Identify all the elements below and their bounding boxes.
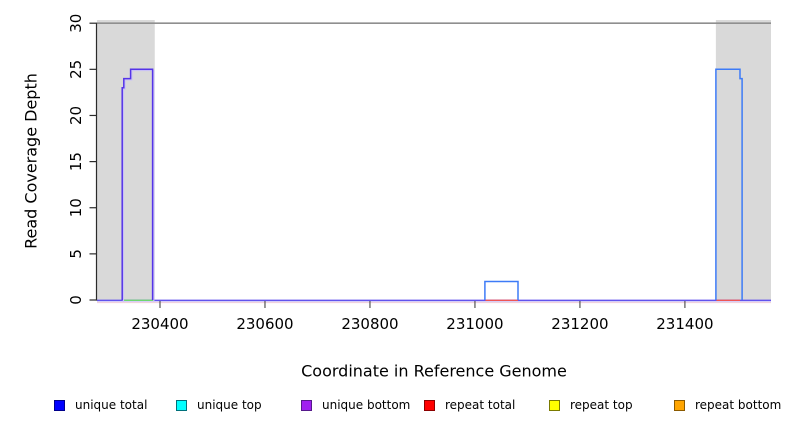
legend-swatch-repeat-bottom [674, 399, 685, 411]
legend-item-unique-top: unique top [176, 398, 262, 412]
x-tick-label: 230400 [131, 315, 188, 333]
y-tick-label: 30 [67, 14, 85, 33]
legend-swatch-unique-bottom [301, 399, 312, 411]
y-tick-label: 0 [67, 295, 85, 305]
mid-coverage-bump [484, 280, 519, 300]
legend-label: repeat bottom [695, 398, 782, 412]
x-tick-label: 230600 [236, 315, 293, 333]
y-tick-label: 15 [67, 152, 85, 171]
legend-item-repeat-total: repeat total [424, 398, 515, 412]
legend-label: repeat top [570, 398, 633, 412]
y-tick-label: 25 [67, 60, 85, 79]
legend-label: repeat total [445, 398, 516, 412]
coverage-plot: 0 5 10 15 20 25 30 230400 230600 230800 231000 2312… [67, 14, 771, 333]
legend-swatch-unique-total [54, 399, 65, 411]
legend-swatch-repeat-total [424, 399, 435, 411]
legend-item-repeat-bottom: repeat bottom [674, 398, 781, 412]
legend-label: unique top [197, 398, 262, 412]
y-tick-label: 10 [67, 198, 85, 217]
x-tick-label: 231200 [551, 315, 608, 333]
right-coverage-peak [715, 68, 743, 300]
left-coverage-peak-halo [122, 69, 155, 302]
legend-label: unique total [75, 398, 148, 412]
x-axis-title: Coordinate in Reference Genome [301, 361, 567, 381]
legend-swatch-repeat-top [549, 399, 560, 411]
right-shaded-region [715, 20, 771, 300]
y-tick-label: 5 [67, 249, 85, 259]
left-shaded-region [97, 20, 155, 300]
left-coverage-peak [121, 68, 154, 300]
legend-item-unique-bottom: unique bottom [301, 398, 410, 412]
legend-swatch-unique-top [176, 399, 187, 411]
x-tick-label: 230800 [341, 315, 398, 333]
y-tick-label: 20 [67, 106, 85, 125]
x-tick-label: 231400 [656, 315, 713, 333]
legend: unique total unique top unique bottom repea… [0, 398, 792, 420]
x-tick-label: 231000 [446, 315, 503, 333]
legend-label: unique bottom [322, 398, 411, 412]
legend-item-repeat-top: repeat top [549, 398, 633, 412]
legend-item-unique-total: unique total [54, 398, 147, 412]
